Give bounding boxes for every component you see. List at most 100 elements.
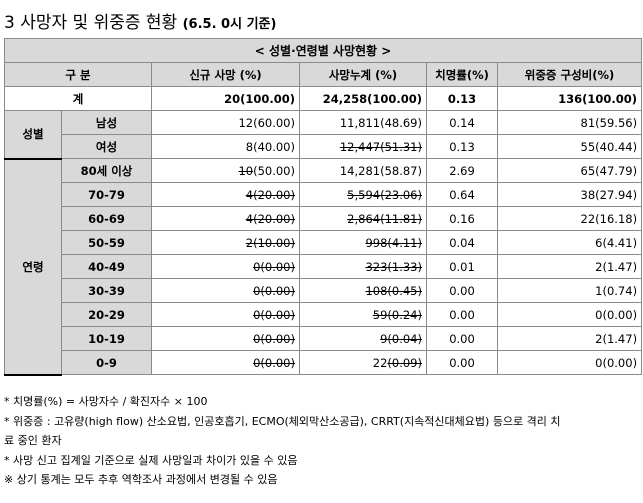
table-row: 30-39 0(0.00) 108(0.45) 0.00 1(0.74) bbox=[5, 278, 643, 303]
new-deaths-cell: 4(20.00) bbox=[151, 206, 300, 231]
row-label: 남성 bbox=[61, 110, 152, 135]
severe-cell: 55(40.44) bbox=[496, 134, 643, 159]
total-fatality: 0.13 bbox=[426, 86, 498, 111]
cumulative-cell-percent: (0.09) bbox=[387, 355, 422, 370]
new-deaths-cell: 0(0.00) bbox=[151, 350, 300, 375]
row-label: 80세 이상 bbox=[61, 158, 152, 183]
footnote-fatality: * 치명률(%) = 사망자수 / 확진자수 × 100 bbox=[4, 395, 208, 408]
cumulative-cell-number: 9 bbox=[380, 331, 388, 346]
cumulative-cell-number: 14,281 bbox=[339, 163, 381, 178]
death-status-table: < 성별·연령별 사망현황 > 구 분 신규 사망 (%) 사망누계 (%) 치… bbox=[3, 38, 643, 376]
new-deaths-cell: 10(50.00) bbox=[151, 158, 300, 183]
new-deaths-cell: 8(40.00) bbox=[151, 134, 300, 159]
total-cumulative: 24,258(100.00) bbox=[299, 86, 427, 111]
cumulative-cell: 9(0.04) bbox=[299, 326, 427, 351]
table-caption-row: < 성별·연령별 사망현황 > bbox=[3, 38, 643, 63]
new-deaths-cell-percent: (0.00) bbox=[260, 331, 295, 346]
cumulative-cell-percent: (23.06) bbox=[380, 187, 422, 202]
section-title-main: 3 사망자 및 위중증 현황 bbox=[4, 13, 178, 33]
footnote-severe-cont: 료 중인 환자 bbox=[4, 434, 62, 447]
fatality-cell: 0.04 bbox=[426, 230, 498, 255]
severe-cell: 1(0.74) bbox=[496, 278, 643, 303]
cumulative-cell-number: 5,594 bbox=[347, 187, 381, 202]
new-deaths-cell-number: 2 bbox=[245, 235, 254, 250]
new-deaths-cell-number: 0 bbox=[253, 331, 261, 346]
cumulative-cell: 14,281(58.87) bbox=[299, 158, 427, 183]
table-row: 여성 8(40.00) 12,447(51.31) 0.13 55(40.44) bbox=[5, 134, 643, 159]
new-deaths-cell-number: 0 bbox=[253, 259, 261, 274]
fatality-cell: 0.64 bbox=[426, 182, 498, 207]
total-severe: 136(100.00) bbox=[496, 86, 643, 111]
cumulative-cell: 12,447(51.31) bbox=[299, 134, 427, 159]
new-deaths-cell-percent: (10.00) bbox=[253, 235, 295, 250]
new-deaths-cell-percent: (40.00) bbox=[253, 139, 295, 154]
cumulative-cell-percent: (1.33) bbox=[387, 259, 422, 274]
new-deaths-cell-number: 8 bbox=[245, 139, 254, 154]
fatality-cell: 0.01 bbox=[426, 254, 498, 279]
new-deaths-cell: 2(10.00) bbox=[151, 230, 300, 255]
table-row: 40-49 0(0.00) 323(1.33) 0.01 2(1.47) bbox=[5, 254, 643, 279]
cumulative-cell-percent: (58.87) bbox=[380, 163, 422, 178]
row-label: 50-59 bbox=[61, 230, 152, 255]
cumulative-cell: 2,864(11.81) bbox=[299, 206, 427, 231]
severe-cell: 2(1.47) bbox=[496, 326, 643, 351]
new-deaths-cell: 0(0.00) bbox=[151, 254, 300, 279]
header-fatality: 치명률(%) bbox=[426, 62, 498, 87]
new-deaths-cell-number: 10 bbox=[238, 163, 254, 178]
footnote-severe: * 위중증 : 고유량(high flow) 산소요법, 인공호흡기, ECMO… bbox=[4, 414, 561, 428]
table-row: 20-29 0(0.00) 59(0.24) 0.00 0(0.00) bbox=[5, 302, 643, 327]
new-deaths-cell-number: 4 bbox=[245, 211, 254, 226]
severe-cell: 6(4.41) bbox=[496, 230, 643, 255]
new-deaths-cell: 0(0.00) bbox=[151, 278, 300, 303]
table-row: 연령 80세 이상 10(50.00) 14,281(58.87) 2.69 65(47.… bbox=[4, 158, 643, 376]
severe-cell: 65(47.79) bbox=[496, 158, 643, 183]
new-deaths-cell-number: 4 bbox=[245, 187, 254, 202]
severe-cell: 22(16.18) bbox=[496, 206, 643, 231]
severe-cell: 2(1.47) bbox=[496, 254, 643, 279]
new-deaths-cell-number: 0 bbox=[253, 355, 261, 370]
new-deaths-cell-percent: (0.00) bbox=[260, 307, 295, 322]
cumulative-cell: 108(0.45) bbox=[299, 278, 427, 303]
fatality-cell: 0.00 bbox=[426, 302, 498, 327]
cumulative-cell: 5,594(23.06) bbox=[299, 182, 427, 207]
cumulative-cell-number: 2,864 bbox=[347, 211, 381, 226]
new-deaths-cell-number: 0 bbox=[253, 307, 261, 322]
fatality-cell: 0.13 bbox=[426, 134, 498, 159]
new-deaths-cell: 12(60.00) bbox=[151, 110, 300, 135]
fatality-cell: 2.69 bbox=[426, 158, 498, 183]
fatality-cell: 0.00 bbox=[426, 278, 498, 303]
cumulative-cell-number: 12,447 bbox=[339, 139, 381, 154]
cumulative-cell: 323(1.33) bbox=[299, 254, 427, 279]
footnotes: * 치명률(%) = 사망자수 / 확진자수 × 100 * 위중증 : 고유량… bbox=[4, 392, 640, 490]
new-deaths-cell: 4(20.00) bbox=[151, 182, 300, 207]
cumulative-cell-number: 22 bbox=[372, 355, 388, 370]
severe-cell: 0(0.00) bbox=[496, 302, 643, 327]
severe-cell: 38(27.94) bbox=[496, 182, 643, 207]
fatality-cell: 0.00 bbox=[426, 326, 498, 351]
new-deaths-cell-percent: (50.00) bbox=[253, 163, 295, 178]
new-deaths-cell-percent: (20.00) bbox=[253, 187, 295, 202]
row-label: 60-69 bbox=[61, 206, 152, 231]
row-label: 30-39 bbox=[61, 278, 152, 303]
cumulative-cell-percent: (0.45) bbox=[387, 283, 422, 298]
age-group-label: 연령 bbox=[4, 158, 62, 376]
row-label: 0-9 bbox=[61, 350, 152, 375]
section-title: 3 사망자 및 위중증 현황 (6.5. 0시 기준) bbox=[4, 8, 276, 33]
total-new: 20(100.00) bbox=[151, 86, 300, 111]
cumulative-cell-number: 59 bbox=[372, 307, 388, 322]
cumulative-cell-percent: (4.11) bbox=[387, 235, 422, 250]
row-label: 여성 bbox=[61, 134, 152, 159]
table-row: 50-59 2(10.00) 998(4.11) 0.04 6(4.41) bbox=[5, 230, 643, 255]
new-deaths-cell-percent: (0.00) bbox=[260, 283, 295, 298]
row-label: 70-79 bbox=[61, 182, 152, 207]
cumulative-cell-percent: (0.24) bbox=[387, 307, 422, 322]
cumulative-cell-number: 11,811 bbox=[339, 115, 381, 130]
severe-cell: 81(59.56) bbox=[496, 110, 643, 135]
new-deaths-cell-percent: (60.00) bbox=[253, 115, 295, 130]
cumulative-cell-percent: (51.31) bbox=[380, 139, 422, 154]
table-row: 70-79 4(20.00) 5,594(23.06) 0.64 38(27.94) bbox=[5, 182, 643, 207]
table-row: 10-19 0(0.00) 9(0.04) 0.00 2(1.47) bbox=[5, 326, 643, 351]
fatality-cell: 0.14 bbox=[426, 110, 498, 135]
table-row: 성별 남성 12(60.00) 11,811(48.69) 0.14 81(59.56) bbox=[4, 110, 643, 160]
cumulative-cell: 11,811(48.69) bbox=[299, 110, 427, 135]
